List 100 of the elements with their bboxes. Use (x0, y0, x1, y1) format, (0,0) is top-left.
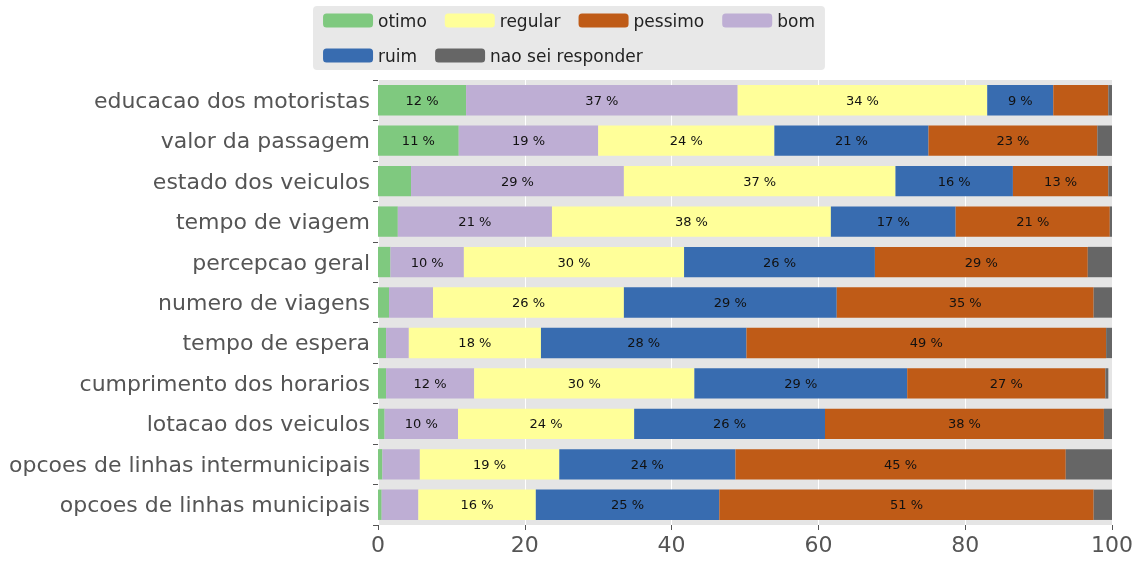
data-label: 38 % (674, 214, 708, 230)
bar (411, 165, 624, 197)
bar (598, 125, 775, 156)
bar (825, 408, 1104, 440)
data-label: 29 % (500, 173, 534, 189)
data-label: 26 % (511, 295, 545, 310)
bar (1065, 449, 1112, 480)
bar (381, 489, 419, 520)
data-label: 29 % (964, 254, 998, 270)
bar (378, 287, 390, 318)
bar (378, 125, 459, 156)
x-tick-label: 0 (371, 531, 385, 557)
x-tick-label: 100 (1091, 531, 1133, 557)
data-label: 37 % (743, 173, 777, 189)
y-tick-label: tempo de espera (182, 330, 370, 356)
bar (378, 85, 467, 116)
x-tick-label: 40 (657, 531, 686, 557)
bar (378, 206, 398, 237)
bar (634, 408, 826, 440)
bar (458, 125, 599, 156)
bar (378, 368, 387, 399)
data-label: 49 % (909, 335, 943, 351)
data-label: 10 % (410, 254, 444, 270)
bar (551, 206, 831, 237)
data-label: 51 % (889, 497, 923, 513)
bar (874, 246, 1088, 278)
bar (719, 489, 1094, 520)
bar (895, 165, 1013, 197)
y-tick-label: cumprimento dos horarios (79, 370, 370, 396)
bar (1093, 489, 1112, 520)
data-label: 21 % (458, 214, 492, 230)
y-tick-label: percepcao geral (192, 249, 370, 275)
data-label: 38 % (947, 416, 981, 432)
bar (418, 489, 536, 520)
bar (408, 327, 541, 359)
bar (559, 449, 736, 480)
bar (419, 449, 560, 480)
bar (1106, 327, 1112, 359)
data-label: 37 % (585, 92, 619, 108)
bar (694, 368, 908, 399)
bar (735, 449, 1066, 480)
bar (774, 125, 929, 156)
bar (397, 206, 552, 237)
data-label: 27 % (989, 375, 1023, 391)
bar (987, 85, 1054, 116)
bar (386, 368, 475, 399)
bar (378, 246, 391, 278)
bar (737, 85, 988, 116)
bar (1053, 85, 1109, 116)
y-tick-label: opcoes de linhas intermunicipais (8, 451, 370, 477)
data-label: 9 % (1007, 92, 1033, 108)
bar (386, 327, 409, 359)
bar (830, 206, 956, 237)
bar (540, 327, 747, 359)
data-label: 12 % (405, 92, 439, 108)
bar (1012, 165, 1109, 197)
data-label: 25 % (611, 497, 645, 513)
bar (535, 489, 720, 520)
bar (378, 489, 382, 520)
data-label: 13 % (1044, 173, 1078, 189)
bar (836, 287, 1094, 318)
data-label: 17 % (876, 214, 910, 230)
bar (907, 368, 1106, 399)
bar (463, 246, 685, 278)
y-tick-label: opcoes de linhas municipais (59, 492, 370, 518)
data-label: 34 % (845, 92, 879, 108)
bar (623, 165, 896, 197)
bar (378, 165, 412, 197)
data-label: 12 % (413, 375, 447, 391)
bar (378, 327, 387, 359)
bar (1103, 408, 1112, 440)
bar (746, 327, 1107, 359)
bar (1108, 85, 1112, 116)
data-label: 45 % (884, 456, 918, 472)
data-label: 11 % (401, 133, 435, 149)
x-tick-label: 60 (804, 531, 833, 557)
legend-label: bom (777, 10, 815, 31)
y-tick-label: tempo de viagem (175, 209, 370, 235)
data-label: 35 % (948, 295, 982, 310)
y-tick-label: educacao dos motoristas (93, 87, 370, 113)
data-label: 10 % (404, 416, 438, 432)
data-label: 30 % (567, 375, 601, 391)
data-label: 19 % (473, 456, 507, 472)
bar (1097, 125, 1112, 156)
data-label: 30 % (557, 254, 591, 270)
data-label: 16 % (937, 173, 971, 189)
data-label: 18 % (458, 335, 492, 351)
bar (1108, 165, 1112, 197)
y-tick-label: valor da passagem (160, 128, 370, 154)
bar (433, 287, 624, 318)
bar (1093, 287, 1112, 318)
bar (384, 408, 459, 440)
data-label: 29 % (713, 295, 747, 310)
bar (1087, 246, 1112, 278)
legend-label: otimo (378, 10, 427, 31)
bar (466, 85, 738, 116)
data-label: 24 % (669, 133, 703, 149)
bar (458, 408, 635, 440)
data-label: 28 % (627, 335, 661, 351)
x-tick-label: 20 (510, 531, 539, 557)
